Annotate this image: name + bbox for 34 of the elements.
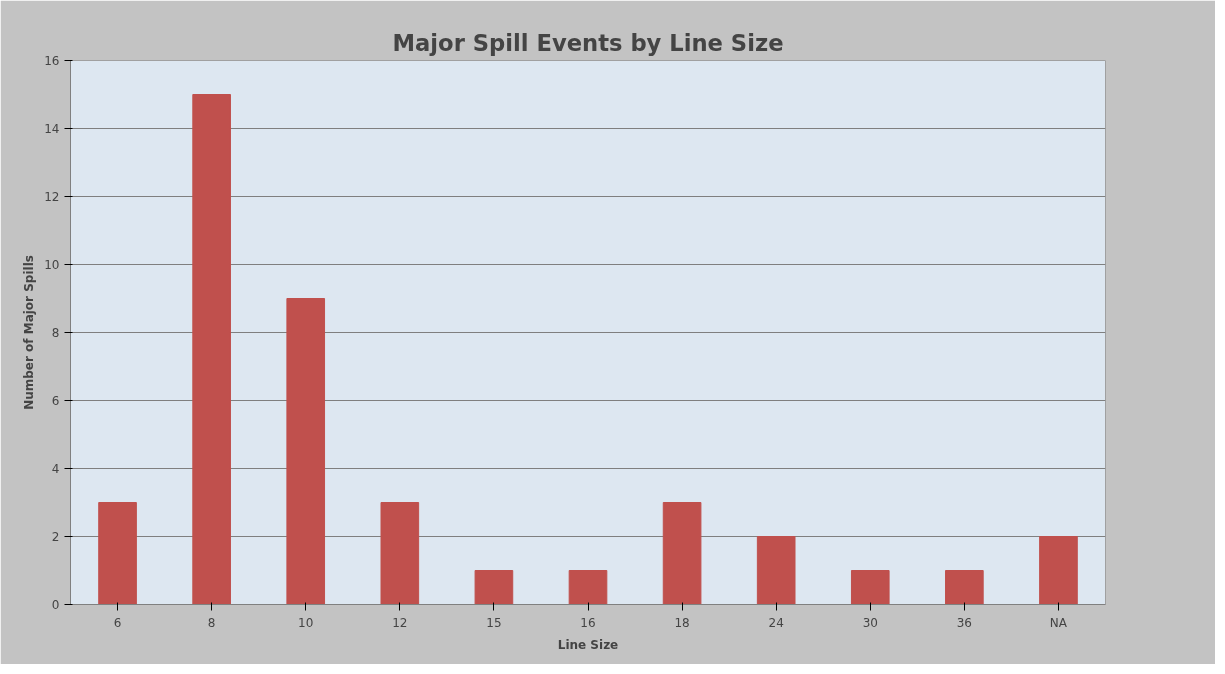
y-tick-label: 4 — [51, 462, 60, 476]
x-tick-label: 24 — [768, 615, 784, 630]
y-tick-label: 6 — [51, 394, 60, 408]
x-tick-label: 18 — [674, 615, 690, 630]
bar — [286, 298, 326, 605]
x-tick-label: 8 — [207, 615, 216, 630]
bar — [568, 570, 608, 605]
y-tick-label: 14 — [44, 122, 60, 136]
x-tick-label: NA — [1049, 615, 1068, 630]
y-tick-label: 10 — [44, 258, 60, 272]
bar — [850, 570, 890, 605]
bar — [756, 536, 796, 605]
x-tick-label: 15 — [486, 615, 502, 630]
x-tick-label: 16 — [580, 615, 596, 630]
y-tick-label: 12 — [44, 190, 60, 204]
y-tick-label: 0 — [51, 598, 60, 612]
x-tick-label: 6 — [113, 615, 122, 630]
y-tick-label: 8 — [51, 326, 60, 340]
y-tick-label: 16 — [44, 54, 60, 68]
bar — [192, 94, 231, 605]
bar — [474, 570, 514, 605]
x-tick-label: 12 — [392, 615, 408, 630]
x-tick-label: 10 — [298, 615, 314, 630]
x-tick-label: 30 — [862, 615, 878, 630]
bar — [662, 502, 702, 605]
y-axis-title: Number of Major Spills — [22, 255, 37, 410]
x-axis-title: Line Size — [557, 637, 619, 652]
chart-title: Major Spill Events by Line Size — [392, 29, 784, 56]
x-tick-label: 36 — [956, 615, 973, 630]
bar — [98, 502, 137, 605]
bar — [945, 570, 984, 605]
y-tick-label: 2 — [51, 530, 60, 544]
bar — [1039, 536, 1078, 605]
bar — [380, 502, 420, 605]
